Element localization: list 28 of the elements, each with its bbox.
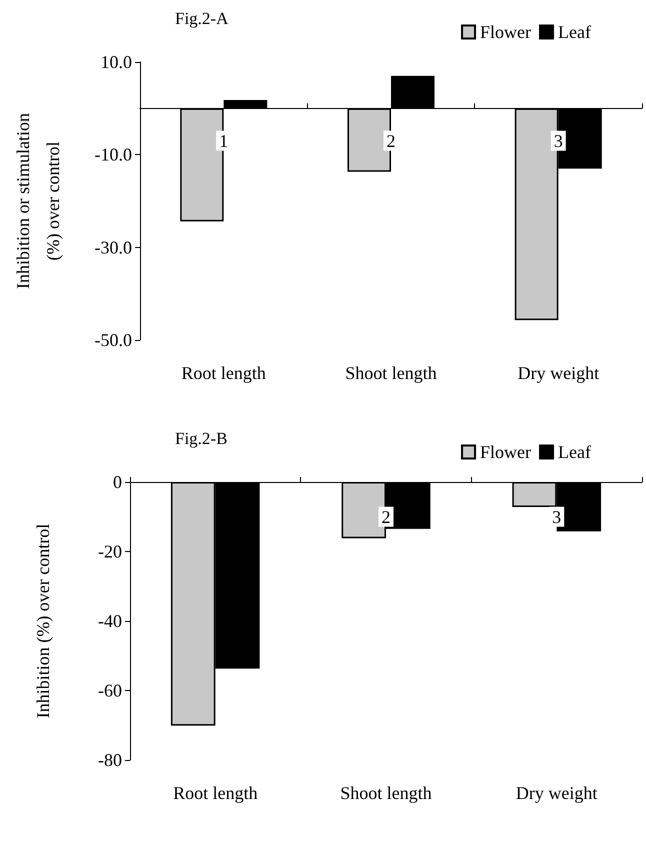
chart-title: Fig.2-A [175,9,230,28]
legend-label: Leaf [558,22,592,42]
y-tick-label: -50.0 [94,330,132,350]
annotation: 3 [554,130,563,151]
x-tick-label: Root length [181,363,266,383]
x-tick-label: Shoot length [345,363,437,383]
x-tick-label: Dry weight [518,363,600,383]
legend-label: Flower [480,442,532,462]
y-tick-label: -60 [98,680,122,700]
x-tick-label: Shoot length [340,783,432,803]
y-tick-label: -10.0 [94,144,132,165]
y-tick-label: -80 [98,750,122,770]
annotation: 2 [382,506,390,527]
y-axis-title: Inhibition or stimulation (%) over control [13,113,63,289]
annotation: 2 [386,130,396,151]
annotation: 3 [552,506,562,527]
annotation: 1 [219,130,228,151]
y-tick-label: -40 [98,611,122,631]
y-tick-label: -30.0 [94,237,132,258]
y-tick-label: 0 [113,472,122,492]
legend-label: Flower [480,22,532,42]
y-axis-title: Inhibition (%) over control [33,524,53,718]
chart-title: Fig.2-B [175,429,228,448]
legend-label: Leaf [558,442,592,462]
x-tick-label: Dry weight [516,783,598,803]
x-tick-label: Root length [173,783,258,803]
y-tick-label: -20 [98,542,122,562]
y-tick-label: 10.0 [100,52,132,72]
